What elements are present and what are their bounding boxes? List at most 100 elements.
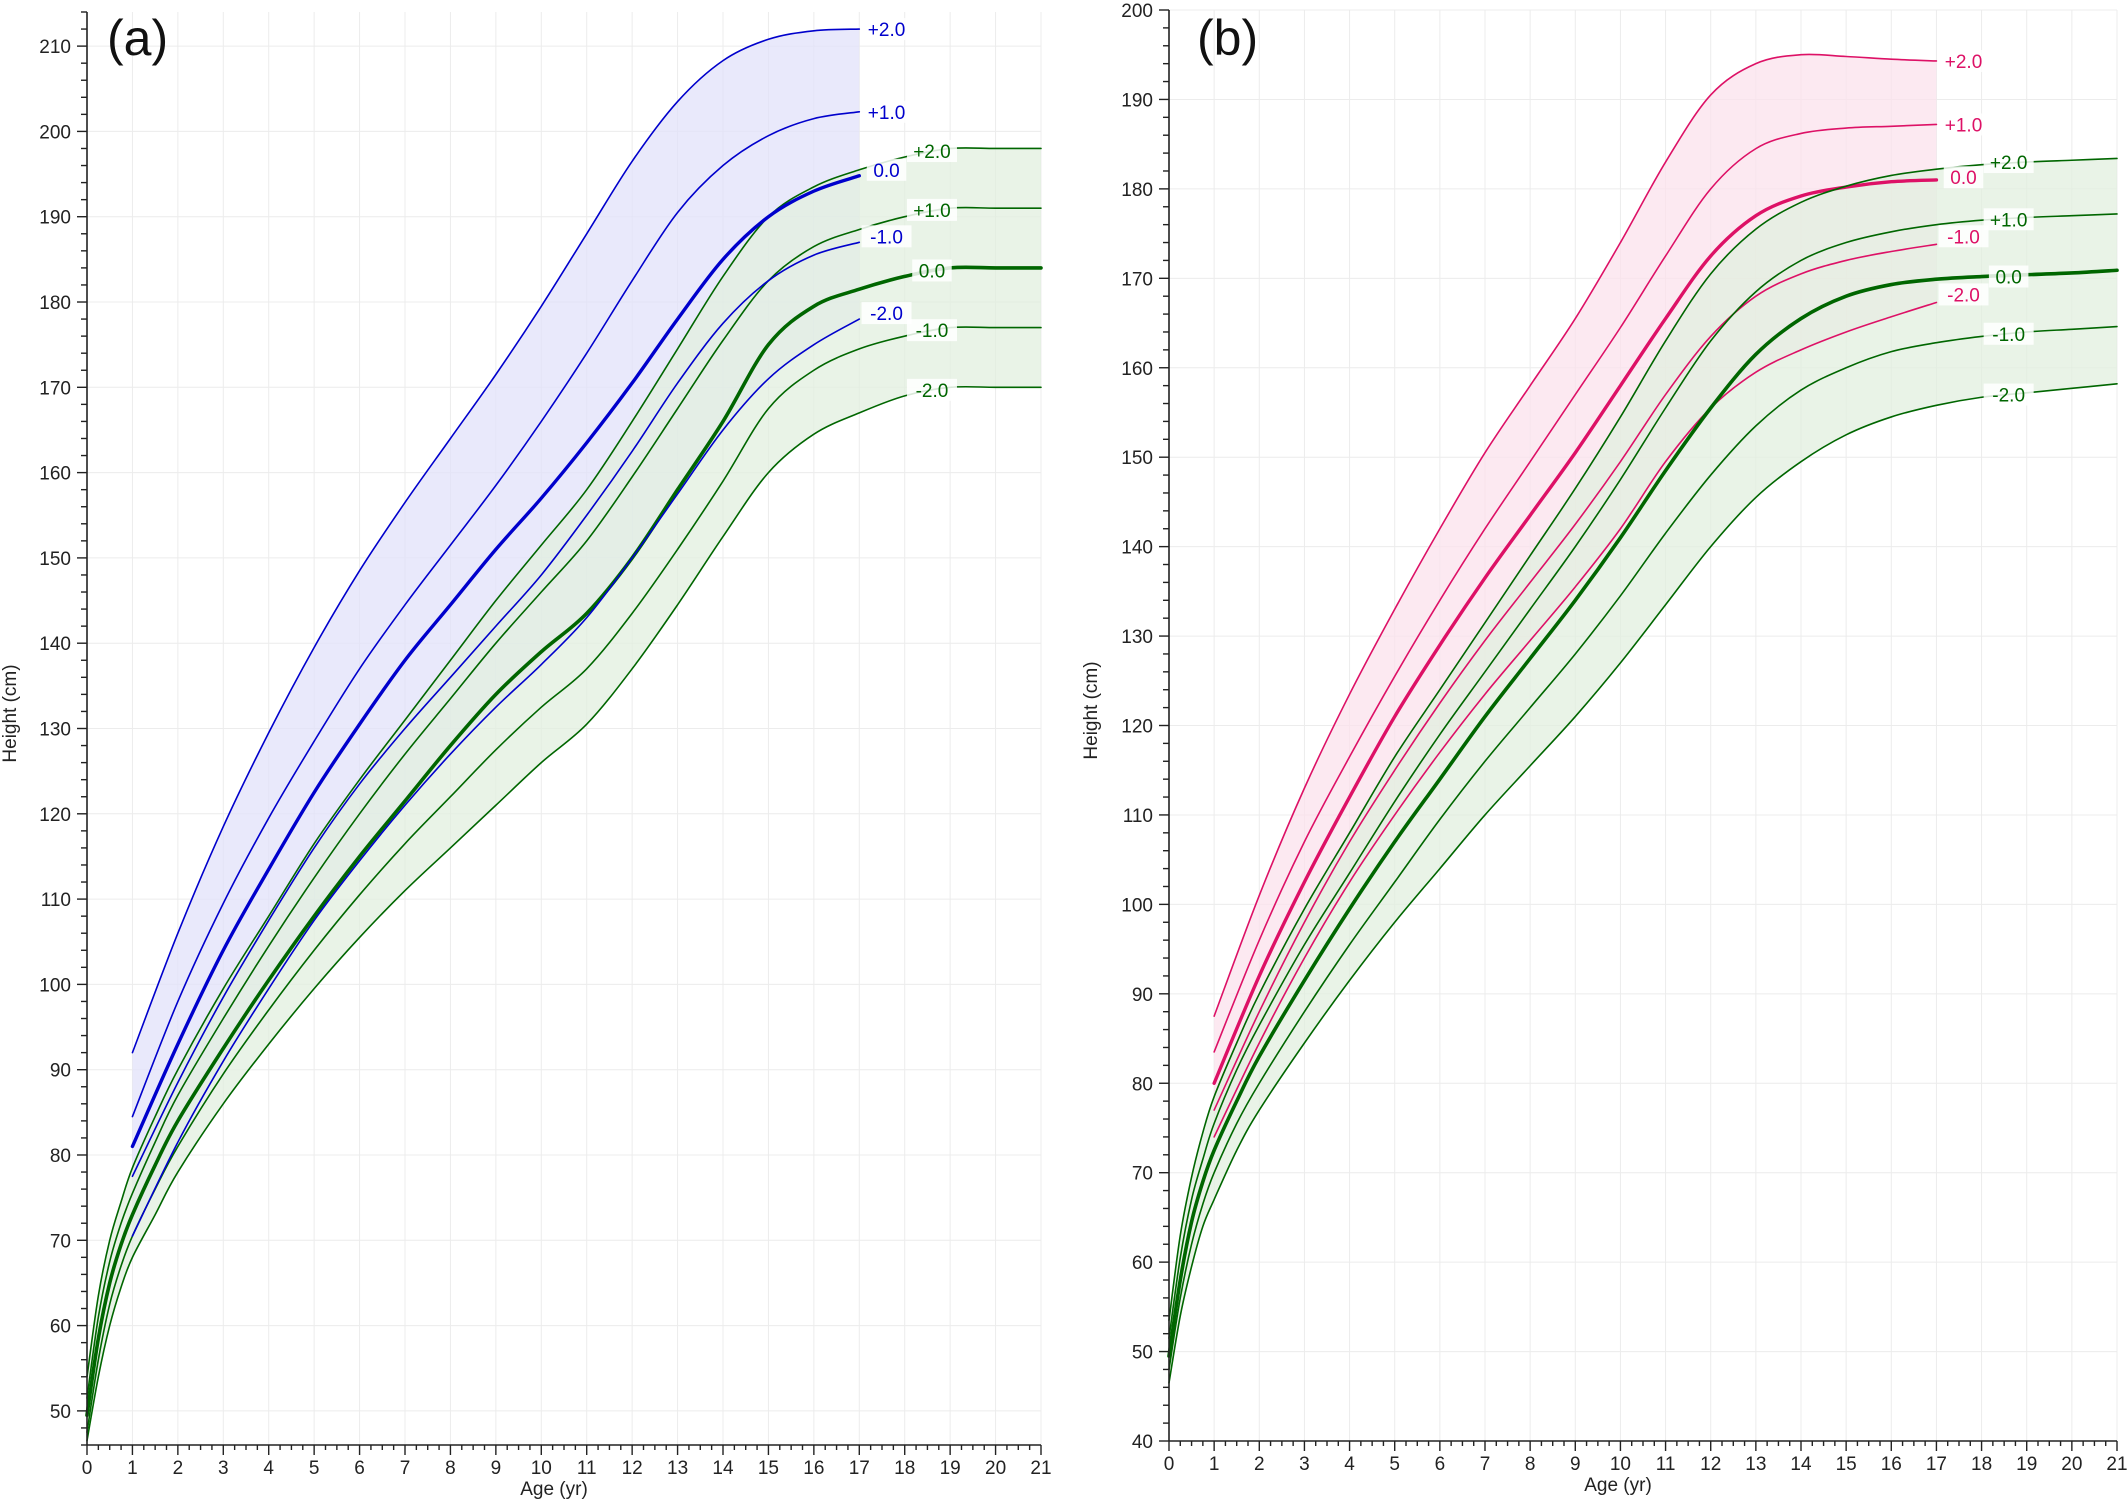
curve-green-minus1-0 [1168,325,2118,1371]
curve-label: +2.0 [913,142,951,163]
x-tick-label: 0 [82,1458,93,1479]
x-tick-label: 2 [1254,1454,1265,1475]
x-tick-label: 21 [2106,1454,2127,1475]
x-axis-title: Age (yr) [1584,1475,1652,1496]
x-tick-label: 2 [173,1458,184,1479]
x-tick-label: 18 [894,1458,915,1479]
curve-label: -2.0 [916,381,949,402]
curve-pink-plus2-0 [1213,53,1938,1017]
curve-label: +1.0 [1945,115,1983,136]
y-tick-label: 50 [1132,1343,1153,1364]
y-tick-label: 110 [41,890,71,911]
curve-label: 0.0 [1995,268,2021,289]
curve-labels: +2.0 +1.0 0.0 -1.0 -2.0 +2.0 +1.0 0.0 -1.0 -2.0 [1938,49,2034,407]
curve-green-minus2-0 [86,385,1042,1442]
x-tick-label: 10 [1610,1454,1631,1475]
y-axis-title: Height (cm) [1081,661,1102,759]
curve-label-background [1983,208,2034,231]
y-tick-label: 190 [39,208,71,229]
x-tick-label: 21 [1030,1458,1051,1479]
x-tick-label: 16 [803,1458,824,1479]
y-tick-label: 60 [50,1317,71,1338]
y-tick-label: 170 [39,378,71,399]
curve-blue-plus1-0 [131,111,861,1118]
curve-label-background [1938,113,1989,136]
y-tick-label: 140 [1121,538,1153,559]
curve-pink-0-0 [1212,178,1939,1085]
y-tick-label: 180 [39,293,71,314]
y-tick-label: 40 [1132,1432,1153,1453]
curve-green-plus1-0 [1168,213,2118,1339]
y-tick-label: 100 [1121,895,1153,916]
curve-label: 0.0 [873,161,899,182]
x-tick-label: 10 [531,1458,552,1479]
y-tick-label: 190 [1121,90,1153,111]
curve-blue-minus2-0 [131,318,861,1237]
y-tick-label: 210 [39,37,71,58]
curve-green-plus2-0 [86,147,1042,1378]
x-tick-label: 13 [1745,1454,1766,1475]
axes: 5060708090100110120130140150160170180190… [0,11,1052,1499]
curve-label: +1.0 [1990,210,2028,231]
x-tick-label: 9 [1570,1454,1581,1475]
x-tick-label: 12 [622,1458,643,1479]
y-axis-title: Height (cm) [0,664,21,762]
y-tick-label: 120 [1121,717,1153,738]
curve-label: 0.0 [1950,168,1976,189]
axes: 4050607080901001101201301401501601701801… [1081,1,2128,1496]
y-tick-label: 170 [1121,269,1153,290]
curve-label-background [906,198,957,221]
y-tick-label: 90 [50,1061,71,1082]
curve-label-background [1983,322,2034,345]
y-tick-label: 140 [39,634,71,655]
x-tick-label: 12 [1700,1454,1721,1475]
x-tick-label: 5 [1389,1454,1400,1475]
x-tick-label: 14 [1790,1454,1812,1475]
curve-label-background [861,225,912,248]
curve-label-background [861,100,912,123]
x-tick-label: 4 [1344,1454,1355,1475]
x-axis-title: Age (yr) [520,1479,588,1499]
curve-label-background [1938,225,1989,248]
curve-label: -1.0 [870,227,903,248]
y-tick-label: 70 [50,1231,71,1252]
x-tick-label: 1 [127,1458,138,1479]
curve-label-background [906,140,957,163]
curve-pink-plus1-0 [1213,123,1938,1053]
y-tick-label: 60 [1132,1253,1153,1274]
curve-label: +1.0 [913,201,951,222]
curve-label-background [1938,283,1989,306]
x-tick-label: 14 [712,1458,734,1479]
x-tick-label: 6 [1435,1454,1446,1475]
x-tick-label: 3 [1299,1454,1310,1475]
curve-label: -1.0 [916,321,949,342]
x-tick-label: 6 [354,1458,365,1479]
curve-blue-minus1-0 [131,241,861,1178]
curve-label: 0.0 [919,261,945,282]
curve-label-background [1943,166,1984,189]
x-tick-label: 20 [2061,1454,2082,1475]
curve-label-background [906,378,957,401]
curve-label-background [1983,383,2034,406]
x-tick-label: 20 [985,1458,1006,1479]
curve-label: +2.0 [1990,153,2028,174]
curve-green-0-0 [1167,268,2119,1358]
curve-pink-minus2-0 [1213,301,1938,1138]
x-tick-label: 11 [577,1458,597,1479]
curve-label: -1.0 [1992,325,2025,346]
curve-layer [1167,53,2119,1384]
curve-label-background [861,18,912,41]
curve-blue-0-0 [130,174,861,1149]
curve-label-background [1988,265,2029,288]
x-tick-label: 16 [1881,1454,1902,1475]
x-tick-label: 8 [445,1458,456,1479]
y-tick-label: 150 [1121,448,1153,469]
curve-label: +2.0 [868,20,906,41]
x-tick-label: 0 [1164,1454,1175,1475]
curve-pink-minus1-0 [1213,243,1938,1111]
x-tick-label: 17 [1926,1454,1947,1475]
curve-label: -1.0 [1947,227,1980,248]
y-tick-label: 200 [1121,1,1153,22]
y-tick-label: 110 [1123,806,1153,827]
y-tick-label: 130 [39,720,71,741]
